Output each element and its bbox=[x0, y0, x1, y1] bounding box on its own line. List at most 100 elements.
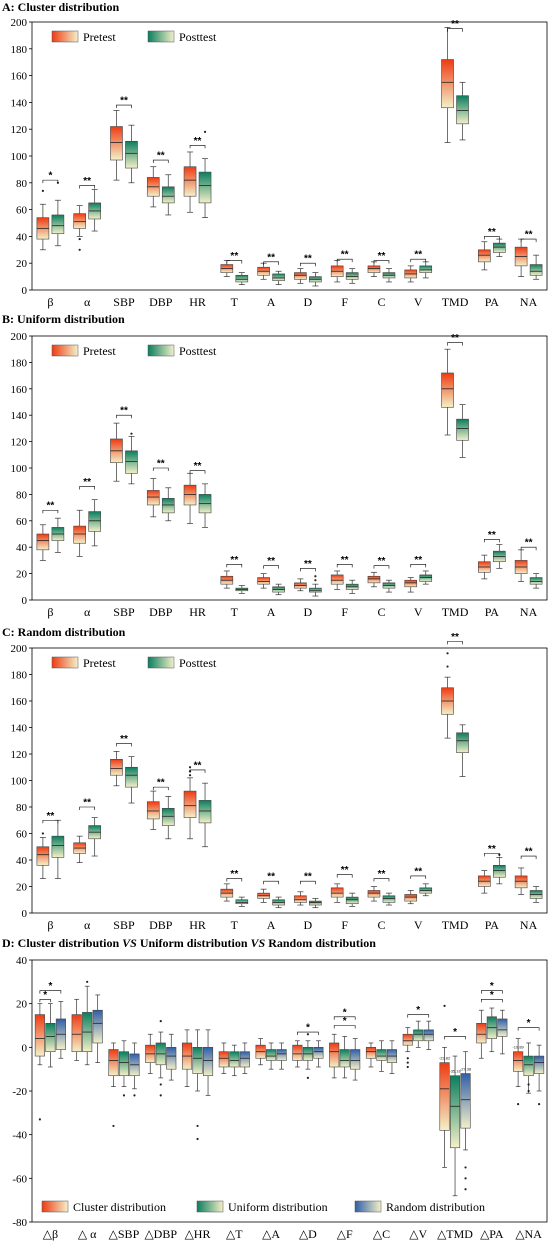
bracket-line bbox=[189, 144, 206, 149]
box-iqr bbox=[73, 213, 86, 229]
bracket-line bbox=[336, 258, 353, 263]
y-tick-label: 80 bbox=[16, 489, 28, 501]
box-iqr bbox=[235, 899, 249, 905]
box-posttest bbox=[493, 238, 506, 257]
legend-swatch bbox=[147, 656, 175, 669]
box-iqr bbox=[125, 766, 138, 788]
box-iqr bbox=[523, 1055, 534, 1077]
x-category-label: △HR bbox=[185, 1227, 211, 1241]
box-pretest bbox=[330, 570, 344, 590]
significance-label: * bbox=[48, 171, 52, 182]
box-iqr bbox=[339, 1049, 350, 1068]
box-pretest bbox=[110, 422, 123, 482]
legend: Pretest Posttest bbox=[51, 344, 217, 358]
outlier-point bbox=[86, 980, 89, 983]
bracket-line bbox=[297, 1031, 319, 1036]
y-tick-label: 80 bbox=[16, 178, 28, 190]
legend-swatch bbox=[51, 344, 79, 357]
bracket-line bbox=[226, 878, 243, 882]
box-cluster-distribution bbox=[402, 1027, 413, 1069]
x-category-label: A bbox=[267, 605, 276, 619]
bracket-line bbox=[79, 486, 95, 490]
box-iqr bbox=[330, 887, 344, 898]
bracket-line bbox=[447, 641, 463, 645]
bracket-line bbox=[447, 28, 463, 32]
box-cluster-distribution bbox=[34, 1003, 45, 1121]
box-iqr bbox=[493, 242, 506, 253]
box-posttest bbox=[88, 817, 101, 857]
box-cluster-distribution bbox=[292, 1040, 303, 1068]
x-category-label: D bbox=[304, 918, 313, 932]
box-pretest bbox=[220, 883, 234, 902]
box-pretest bbox=[294, 578, 307, 592]
x-category-label: HR bbox=[189, 918, 206, 932]
box-iqr bbox=[329, 1042, 340, 1068]
box-pretest bbox=[110, 110, 123, 181]
x-category-label: β bbox=[47, 605, 53, 619]
outlier-point bbox=[78, 248, 81, 251]
x-category-label: △ α bbox=[78, 1227, 97, 1241]
significance-bracket: ** bbox=[373, 869, 390, 882]
box-random-distribution bbox=[313, 1040, 324, 1068]
significance-label: ** bbox=[120, 734, 128, 745]
outlier-point bbox=[464, 1188, 467, 1191]
y-tick-label: 60 bbox=[16, 829, 28, 841]
box-posttest bbox=[419, 570, 433, 585]
box-iqr bbox=[198, 171, 212, 204]
bracket-line bbox=[39, 999, 51, 1003]
outlier-point bbox=[446, 652, 449, 655]
box-pretest bbox=[146, 166, 160, 208]
panel-title-part: VS bbox=[122, 936, 137, 950]
y-tick-label: 100 bbox=[11, 463, 28, 475]
box-random-distribution bbox=[276, 1042, 287, 1070]
panel-d: D: Cluster distribution VS Uniform distr… bbox=[2, 936, 548, 1241]
bracket-line bbox=[373, 565, 390, 569]
y-tick-label: 80 bbox=[16, 802, 28, 814]
box-uniform-distribution bbox=[82, 980, 93, 1066]
box-iqr bbox=[192, 1047, 203, 1074]
bracket-line bbox=[520, 546, 537, 551]
box-iqr bbox=[423, 1029, 434, 1042]
significance-bracket: ** bbox=[300, 559, 316, 572]
box-iqr bbox=[257, 577, 270, 585]
box-posttest bbox=[309, 898, 322, 909]
x-category-label: T bbox=[231, 918, 239, 932]
x-category-label: △V bbox=[409, 1227, 427, 1241]
x-category-label: SBP bbox=[113, 605, 135, 619]
box-iqr bbox=[413, 1029, 424, 1042]
x-category-label: A bbox=[267, 295, 276, 309]
outlier-point bbox=[406, 1061, 409, 1064]
box-posttest bbox=[309, 575, 322, 597]
bracket-line bbox=[42, 819, 59, 824]
significance-bracket: ** bbox=[520, 538, 537, 551]
box-iqr bbox=[529, 264, 543, 276]
significance-bracket: ** bbox=[300, 872, 316, 885]
box-pretest bbox=[146, 790, 160, 830]
box-pretest bbox=[441, 348, 454, 436]
significance-bracket: * bbox=[42, 171, 59, 184]
box-posttest bbox=[161, 487, 175, 522]
box-random-distribution bbox=[239, 1042, 250, 1074]
significance-label: ** bbox=[341, 865, 349, 876]
significance-bracket: ** bbox=[300, 254, 316, 267]
legend-label: Posttest bbox=[179, 656, 217, 670]
x-category-label: F bbox=[341, 295, 348, 309]
significance-label: ** bbox=[525, 538, 533, 549]
box-posttest bbox=[272, 270, 285, 285]
significance-label: ** bbox=[378, 556, 386, 567]
y-tick-label: 180 bbox=[11, 670, 28, 682]
box-iqr bbox=[456, 418, 469, 441]
bracket-line bbox=[373, 260, 390, 264]
significance-label: * bbox=[416, 1005, 420, 1016]
box-iqr bbox=[166, 1047, 177, 1070]
box-posttest bbox=[235, 585, 249, 594]
y-tick-label: 40 bbox=[16, 542, 28, 554]
panel-title: D: Cluster distribution VS Uniform distr… bbox=[2, 936, 376, 950]
y-tick-label: 160 bbox=[11, 71, 28, 83]
box-iqr bbox=[110, 126, 123, 161]
box-uniform-distribution bbox=[413, 1020, 424, 1048]
box-pretest bbox=[73, 205, 86, 251]
box-posttest bbox=[493, 853, 506, 885]
legend: Cluster distribution Uniform distribution… bbox=[41, 1200, 485, 1214]
box-iqr bbox=[309, 900, 322, 906]
